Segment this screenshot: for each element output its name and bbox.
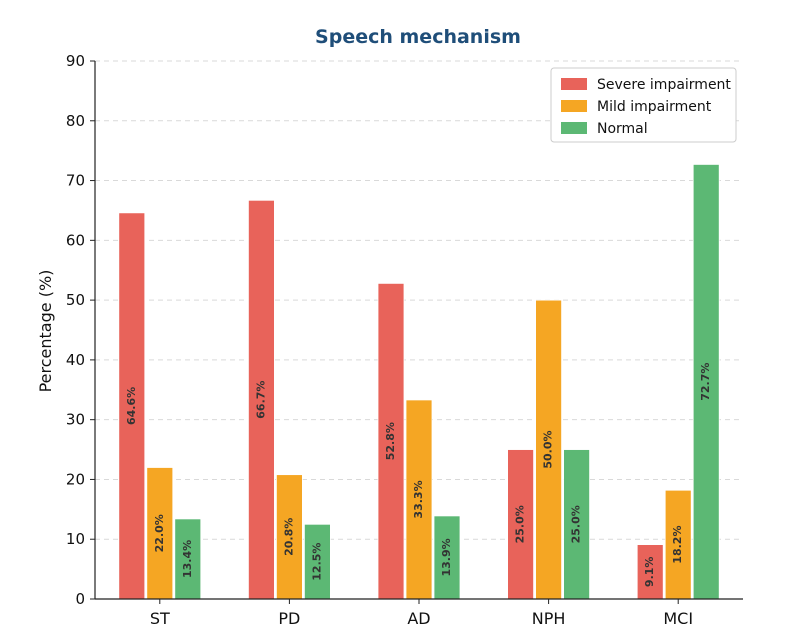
chart-title: Speech mechanism (315, 26, 521, 48)
grid-lines (95, 60, 743, 540)
bar-value-label: 13.4% (181, 540, 194, 578)
y-axis-label: Percentage (%) (36, 270, 55, 393)
y-tick-label: 70 (66, 172, 85, 190)
bar-normal-mci (692, 164, 720, 600)
bar-value-label: 72.7% (699, 363, 712, 401)
bar-normal-ad (433, 515, 461, 600)
bars-group: 64.6% 22.0% 13.4% 66.7% 20.8% 12.5% 52.8% 33.3%… (118, 164, 720, 600)
bar-value-label: 25.0% (514, 505, 527, 543)
bar-value-label: 20.8% (282, 518, 295, 556)
bar-normal-nph (563, 449, 590, 600)
y-tick-label: 40 (66, 351, 85, 369)
bar-value-label: 64.6% (125, 387, 138, 425)
bar-value-label: 13.9% (440, 538, 453, 576)
bar-value-label: 33.3% (412, 480, 425, 518)
bar-value-label: 12.5% (310, 543, 323, 581)
legend-box (550, 67, 737, 143)
bar-value-label: 22.0% (153, 514, 166, 552)
bar-value-label: 9.1% (643, 557, 656, 588)
x-tick-label-st: ST (150, 609, 170, 628)
x-tick-label-mci: MCI (663, 609, 693, 628)
legend: Severe impairment Mild impairment Normal (550, 67, 737, 143)
legend-label: Normal (597, 121, 648, 137)
bar-severe-impairment-mci (636, 544, 664, 600)
bar-value-label: 52.8% (384, 422, 397, 460)
y-tick-label: 90 (66, 52, 85, 70)
bar-value-label: 25.0% (570, 505, 583, 543)
legend-label: Mild impairment (597, 99, 712, 115)
x-tick-label-pd: PD (278, 609, 300, 628)
legend-label: Severe impairment (597, 77, 731, 93)
bar-severe-impairment-st (118, 212, 146, 600)
x-tick-label-nph: NPH (532, 609, 566, 628)
bar-value-label: 18.2% (671, 526, 684, 564)
legend-swatch (561, 100, 587, 112)
y-tick-label: 50 (66, 291, 85, 309)
y-tick-label: 60 (66, 231, 85, 249)
y-tick-label: 80 (66, 112, 85, 130)
bar-value-label: 50.0% (542, 430, 555, 468)
y-tick-label: 30 (66, 411, 85, 429)
y-tick-label: 10 (66, 530, 85, 548)
x-tick-label-ad: AD (407, 609, 430, 628)
bar-mild-impairment-mci (664, 489, 692, 600)
y-tick-label: 0 (75, 590, 85, 608)
bar-normal-pd (303, 523, 331, 600)
legend-swatch (561, 122, 587, 134)
bar-mild-impairment-ad (405, 399, 433, 600)
axes: 0 10 20 30 40 50 60 70 80 90 ST PD AD NPH MCI (66, 52, 743, 628)
bar-value-label: 66.7% (254, 381, 267, 419)
legend-swatch (561, 78, 587, 90)
bar-severe-impairment-ad (377, 282, 405, 600)
bar-mild-impairment-nph (535, 299, 562, 600)
y-tick-label: 20 (66, 470, 85, 488)
